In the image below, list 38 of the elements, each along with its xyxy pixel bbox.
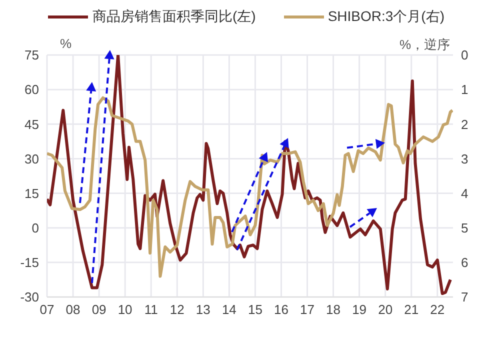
y2-tick-label: 3	[461, 151, 468, 166]
y2-tick-label: 7	[461, 290, 468, 305]
y-tick-label: -15	[20, 255, 39, 270]
y2-tick-label: 6	[461, 255, 468, 270]
y2-tick-label: 0	[461, 48, 468, 63]
y2-axis-title: %，逆序	[399, 36, 450, 54]
y-tick-label: 75	[24, 48, 39, 63]
x-tick-label: 17	[300, 302, 314, 318]
y-tick-label: 60	[24, 82, 39, 98]
y-tick-label: -30	[20, 290, 39, 305]
y2-tick-label: 4	[461, 186, 468, 201]
x-tick-label: 22	[430, 302, 445, 318]
x-tick-label: 13	[196, 302, 210, 318]
y-tick-label: 30	[24, 151, 39, 166]
x-tick-label: 15	[248, 302, 262, 318]
y-axis-title: %	[60, 36, 72, 51]
line-series	[47, 96, 453, 278]
legend-label: SHIBOR:3个月(右)	[328, 8, 444, 26]
legend-label: 商品房销售面积季同比(左)	[92, 8, 256, 26]
y-tick-label: 15	[24, 186, 39, 201]
x-tick-label: 18	[326, 302, 341, 318]
x-tick-label: 21	[404, 302, 419, 318]
x-tick-label: 07	[40, 302, 54, 318]
x-tick-label: 14	[222, 302, 236, 318]
y2-tick-label: 1	[461, 82, 468, 98]
x-tick-label: 20	[378, 302, 393, 318]
y-tick-label: 45	[24, 116, 39, 132]
x-tick-label: 08	[66, 302, 80, 318]
line-series	[47, 55, 452, 296]
x-tick-label: 10	[118, 302, 132, 318]
y-tick-label: 0	[32, 220, 39, 236]
x-tick-label: 16	[274, 302, 288, 318]
x-tick-label: 19	[352, 302, 367, 318]
y2-tick-label: 5	[461, 220, 468, 236]
y2-tick-label: 2	[461, 116, 468, 132]
x-tick-label: 12	[170, 302, 184, 318]
x-tick-label: 11	[144, 302, 158, 318]
x-tick-label: 09	[92, 302, 106, 318]
